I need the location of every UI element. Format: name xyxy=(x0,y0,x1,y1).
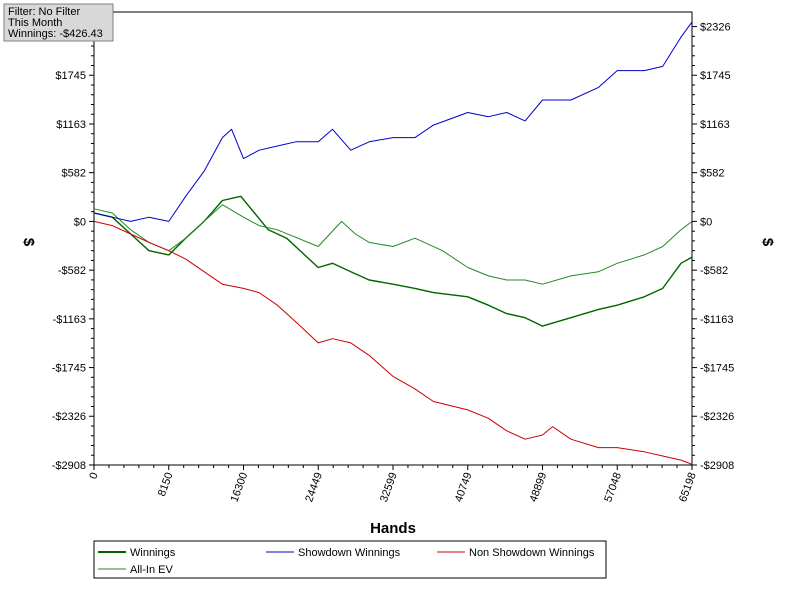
y-tick-label-left: $0 xyxy=(74,216,86,228)
y-tick-label-right: $2326 xyxy=(700,22,731,34)
legend-item-non-showdown-winnings: Non Showdown Winnings xyxy=(437,547,595,559)
legend-item-winnings: Winnings xyxy=(98,547,176,559)
filter-line: Winnings: -$426.43 xyxy=(8,28,103,40)
y-tick-label-right: -$2326 xyxy=(700,411,734,423)
y-tick-label-right: -$1745 xyxy=(700,363,734,375)
x-tick-label: 16300 xyxy=(229,471,251,504)
series-lines xyxy=(93,21,693,465)
y-tick-label-left: $582 xyxy=(62,168,86,180)
y-tick-label-right: -$1163 xyxy=(700,314,733,326)
y-axis-title-left: $ xyxy=(20,238,37,247)
x-tick-label: 0 xyxy=(87,471,100,481)
y-tick-label-right: $1745 xyxy=(700,70,731,82)
x-axis-title: Hands xyxy=(370,520,416,537)
y-tick-label-left: -$582 xyxy=(58,265,86,277)
series-line-all-in-ev xyxy=(93,204,693,285)
y-tick-label-right: $1163 xyxy=(700,119,730,131)
legend-label: Showdown Winnings xyxy=(298,547,401,559)
filter-line: Filter: No Filter xyxy=(8,6,80,18)
filter-line: This Month xyxy=(8,17,62,29)
legend-label: Non Showdown Winnings xyxy=(469,547,595,559)
y-tick-label-left: -$2908 xyxy=(52,460,86,472)
series-line-non-showdown-winnings xyxy=(93,220,693,465)
x-tick-label: 8150 xyxy=(156,471,176,498)
y-axis-title-right: $ xyxy=(759,238,776,247)
x-tick-label: 57048 xyxy=(602,471,624,504)
y-tick-label-left: -$1745 xyxy=(52,363,86,375)
y-tick-label-right: -$582 xyxy=(700,265,728,277)
filter-info-box: Filter: No Filter This Month Winnings: -… xyxy=(3,3,114,42)
y-tick-label-right: $582 xyxy=(700,168,724,180)
y-tick-label-left: -$1163 xyxy=(53,314,86,326)
y-tick-label-left: $1163 xyxy=(56,119,86,131)
legend-label: All-In EV xyxy=(130,564,173,576)
y-tick-label-right: $0 xyxy=(700,216,712,228)
x-tick-label: 32599 xyxy=(378,471,400,504)
y-tick-label-left: -$2326 xyxy=(52,411,86,423)
axes xyxy=(89,11,697,470)
plot-frame xyxy=(93,11,693,466)
series-line-showdown-winnings xyxy=(93,21,693,222)
legend-label: Winnings xyxy=(130,547,176,559)
legend-item-all-in-ev: All-In EV xyxy=(98,564,173,576)
x-tick-label: 40749 xyxy=(453,471,475,504)
x-tick-label: 48899 xyxy=(528,471,550,504)
legend-item-showdown-winnings: Showdown Winnings xyxy=(266,547,401,559)
y-tick-label-left: $1745 xyxy=(55,70,86,82)
legend: Winnings All-In EV Showdown Winnings Non… xyxy=(93,540,607,579)
y-tick-label-right: -$2908 xyxy=(700,460,734,472)
x-tick-label: 65198 xyxy=(677,471,699,504)
x-tick-label: 24449 xyxy=(303,471,325,504)
